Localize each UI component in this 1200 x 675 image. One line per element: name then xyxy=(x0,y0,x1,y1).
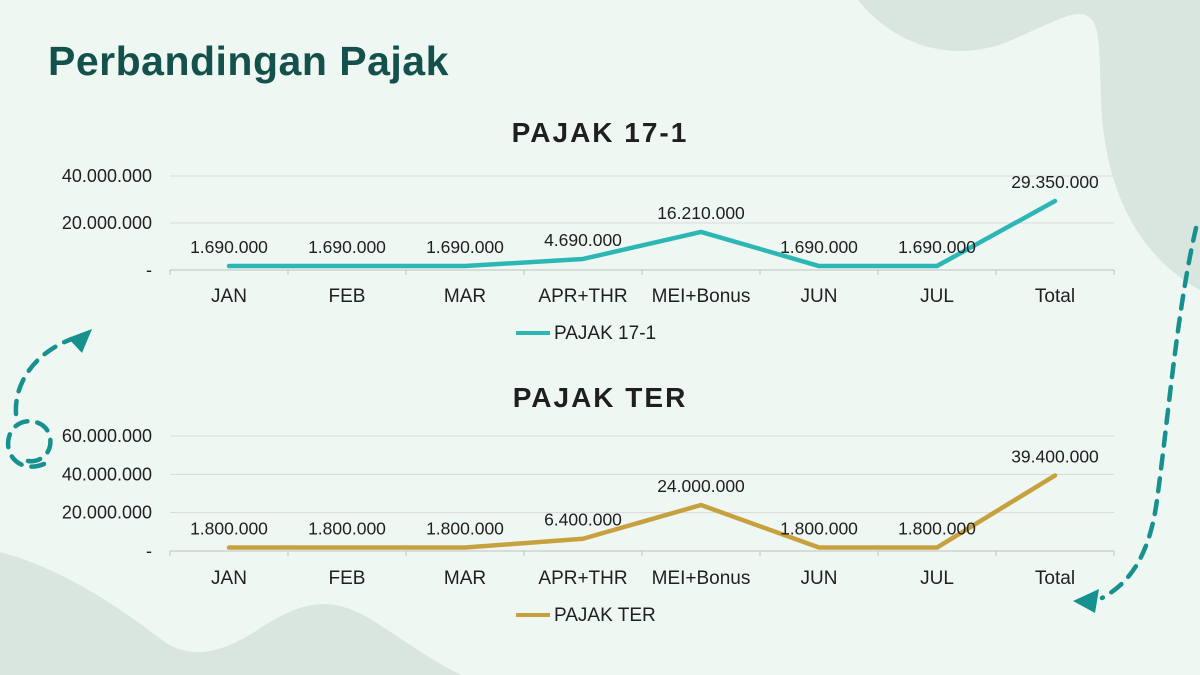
x-axis-label: MEI+Bonus xyxy=(652,568,751,589)
data-label: 1.800.000 xyxy=(426,519,504,539)
y-tick-label: 20.000.000 xyxy=(62,503,152,523)
page-title: Perbandingan Pajak xyxy=(48,38,449,84)
x-axis-label: JAN xyxy=(211,286,247,307)
data-label: 1.690.000 xyxy=(190,237,268,257)
x-axis-label: MEI+Bonus xyxy=(652,286,751,307)
arrowhead-down-icon xyxy=(1073,589,1099,613)
x-axis-label: JUL xyxy=(920,286,954,307)
x-axis-label: FEB xyxy=(329,568,366,589)
y-tick-label: 20.000.000 xyxy=(62,213,152,233)
data-label: 24.000.000 xyxy=(657,476,745,496)
y-tick-label: 40.000.000 xyxy=(62,166,152,186)
series-line xyxy=(226,198,1058,269)
data-label: 1.800.000 xyxy=(780,519,858,539)
y-tick-label: 40.000.000 xyxy=(62,464,152,484)
data-label: 1.690.000 xyxy=(780,237,858,257)
data-label: 1.690.000 xyxy=(426,237,504,257)
data-label: 16.210.000 xyxy=(657,203,745,223)
dashed-arrow-up-tail xyxy=(13,336,75,417)
x-axis-label: APR+THR xyxy=(538,568,627,589)
chart-pajak-17-1: 40.000.000 20.000.000 - PAJAK 17-1 1.690.000… xyxy=(62,117,1115,344)
arrowhead-up-icon xyxy=(68,329,92,353)
x-axis-label: Total xyxy=(1035,568,1075,589)
data-label: 4.690.000 xyxy=(544,230,622,250)
data-label: 29.350.000 xyxy=(1011,172,1099,192)
x-axis-label: APR+THR xyxy=(538,286,627,307)
data-label: 39.400.000 xyxy=(1011,446,1099,466)
y-tick-label: - xyxy=(146,541,152,561)
x-axis-label: FEB xyxy=(329,286,366,307)
data-label: 1.690.000 xyxy=(898,237,976,257)
chart-pajak-ter: 60.000.000 40.000.000 20.000.000 - PAJAK TER… xyxy=(62,382,1115,626)
data-label: 1.690.000 xyxy=(308,237,386,257)
x-axis-label: JUL xyxy=(920,568,954,589)
x-axis-label: JUN xyxy=(801,286,838,307)
chart-title: PAJAK TER xyxy=(513,382,688,413)
x-axis-label: Total xyxy=(1035,286,1075,307)
y-tick-label: - xyxy=(146,260,152,280)
blob-bottom-left xyxy=(0,552,462,675)
legend-label: PAJAK TER xyxy=(554,605,656,626)
x-axis-label: MAR xyxy=(444,286,486,307)
legend-label: PAJAK 17-1 xyxy=(554,323,656,344)
dashed-arrow-up-curve xyxy=(6,418,53,469)
data-label: 6.400.000 xyxy=(544,510,622,530)
x-axis-label: JAN xyxy=(211,568,247,589)
dashed-arrow-down-curve xyxy=(1099,225,1199,601)
chart-title: PAJAK 17-1 xyxy=(512,117,689,148)
x-axis-label: MAR xyxy=(444,568,486,589)
data-label: 1.800.000 xyxy=(308,519,386,539)
series-line xyxy=(226,473,1058,550)
x-axis-label: JUN xyxy=(801,568,838,589)
data-label: 1.800.000 xyxy=(898,519,976,539)
y-tick-label: 60.000.000 xyxy=(62,426,152,446)
data-label: 1.800.000 xyxy=(190,519,268,539)
blob-top-right xyxy=(858,0,1200,290)
